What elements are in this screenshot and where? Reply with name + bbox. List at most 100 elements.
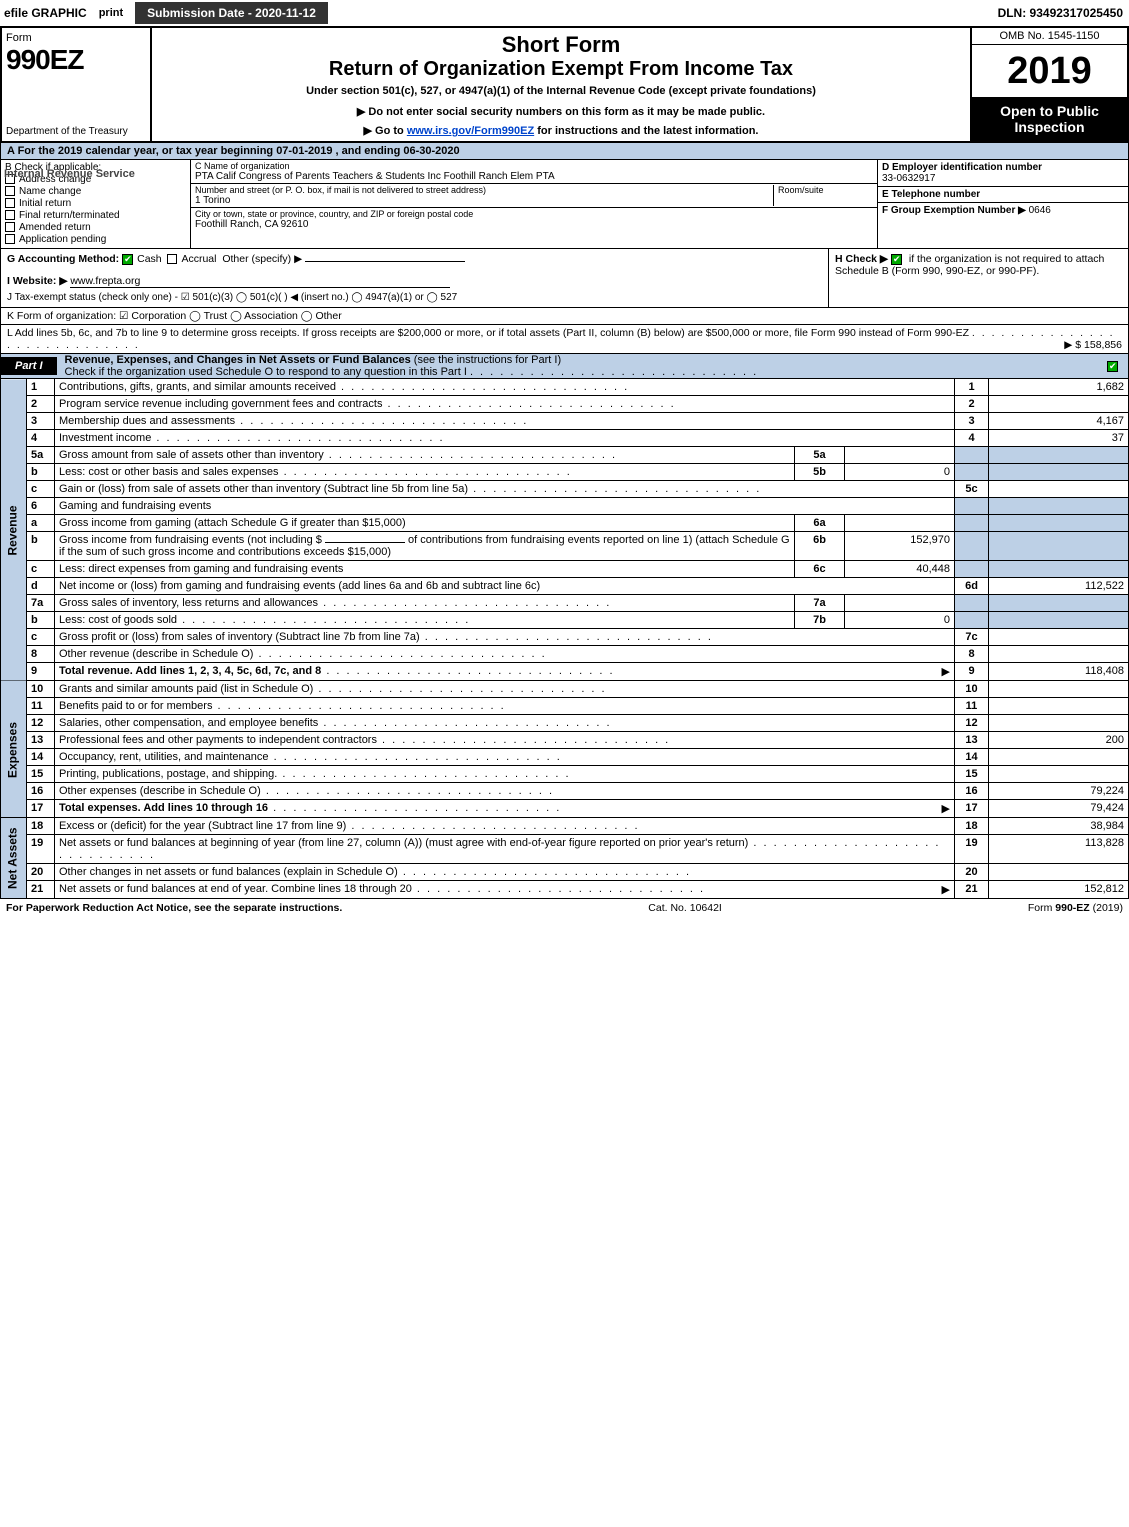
title-return: Return of Organization Exempt From Incom…: [160, 58, 962, 81]
line-5c: c Gain or (loss) from sale of assets oth…: [1, 481, 1129, 498]
line-7a: 7a Gross sales of inventory, less return…: [1, 595, 1129, 612]
dln-label: DLN: 93492317025450: [998, 6, 1129, 20]
goto-link[interactable]: www.irs.gov/Form990EZ: [407, 125, 534, 137]
g-pre: G Accounting Method:: [7, 253, 119, 265]
title-under: Under section 501(c), 527, or 4947(a)(1)…: [160, 85, 962, 97]
org-name: PTA Calif Congress of Parents Teachers &…: [195, 171, 873, 182]
group-label: F Group Exemption Number ▶: [882, 205, 1026, 216]
box-g: G Accounting Method: Cash Accrual Other …: [1, 249, 828, 307]
line-8: 8 Other revenue (describe in Schedule O)…: [1, 646, 1129, 663]
l-amount: ▶ $ 158,856: [1064, 339, 1122, 351]
group-value: 0646: [1029, 205, 1051, 216]
line-1: Revenue 1 Contributions, gifts, grants, …: [1, 379, 1129, 396]
header-center: Short Form Return of Organization Exempt…: [152, 28, 972, 141]
efile-label: efile GRAPHIC: [0, 6, 91, 20]
line-17: 17Total expenses. Add lines 10 through 1…: [1, 800, 1129, 818]
line-6: 6 Gaming and fundraising events: [1, 498, 1129, 515]
box-b: B Check if applicable: Address change Na…: [1, 160, 191, 248]
line-18: Net Assets 18Excess or (deficit) for the…: [1, 818, 1129, 835]
street-label: Number and street (or P. O. box, if mail…: [195, 185, 773, 195]
chk-amended-return[interactable]: Amended return: [5, 222, 186, 233]
print-link[interactable]: print: [91, 7, 131, 19]
g-other: Other (specify) ▶: [222, 253, 302, 265]
do-not-enter-note: ▶ Do not enter social security numbers o…: [160, 105, 962, 118]
part-paren: (see the instructions for Part I): [414, 354, 561, 366]
goto-post: for instructions and the latest informat…: [537, 125, 758, 137]
room-label: Room/suite: [778, 185, 873, 195]
side-revenue: Revenue: [1, 379, 27, 681]
omb-label: OMB No. 1545-1150: [972, 28, 1127, 45]
city-value: Foothill Ranch, CA 92610: [195, 219, 873, 230]
line-12: 12Salaries, other compensation, and empl…: [1, 715, 1129, 732]
dots: [470, 366, 758, 378]
line-6c: c Less: direct expenses from gaming and …: [1, 561, 1129, 578]
line-19: 19Net assets or fund balances at beginni…: [1, 835, 1129, 864]
tax-year: 2019: [972, 45, 1127, 97]
line-20: 20Other changes in net assets or fund ba…: [1, 864, 1129, 881]
checkbox-icon: [5, 222, 15, 232]
box-h: H Check ▶ if the organization is not req…: [828, 249, 1128, 307]
period-row: A For the 2019 calendar year, or tax yea…: [0, 143, 1129, 160]
box-b-header: B Check if applicable:: [5, 162, 186, 173]
footer-left: For Paperwork Reduction Act Notice, see …: [6, 902, 342, 914]
checkbox-checked-icon: [1107, 361, 1118, 372]
part-check-note: Check if the organization used Schedule …: [65, 366, 467, 378]
line-5b: b Less: cost or other basis and sales ex…: [1, 464, 1129, 481]
header-left: Form 990EZ Department of the Treasury: [2, 28, 152, 141]
chk-name-change[interactable]: Name change: [5, 186, 186, 197]
line-4: 4 Investment income 4 37: [1, 430, 1129, 447]
line-7b: b Less: cost of goods sold 7b 0: [1, 612, 1129, 629]
checkbox-icon: [5, 186, 15, 196]
part-i-header: Part I Revenue, Expenses, and Changes in…: [0, 354, 1129, 379]
line-6d: d Net income or (loss) from gaming and f…: [1, 578, 1129, 595]
h-pre: H Check ▶: [835, 253, 888, 265]
submission-date-badge: Submission Date - 2020-11-12: [135, 2, 328, 24]
line-6a: a Gross income from gaming (attach Sched…: [1, 515, 1129, 532]
box-c: C Name of organization PTA Calif Congres…: [191, 160, 878, 248]
line-15: 15Printing, publications, postage, and s…: [1, 766, 1129, 783]
line-13: 13Professional fees and other payments t…: [1, 732, 1129, 749]
l-text: L Add lines 5b, 6c, and 7b to line 9 to …: [7, 327, 969, 339]
box-k: K Form of organization: ☑ Corporation ◯ …: [0, 308, 1129, 325]
line-3: 3 Membership dues and assessments 3 4,16…: [1, 413, 1129, 430]
checkbox-checked-icon: [891, 254, 902, 265]
tel-label: E Telephone number: [882, 189, 1124, 200]
header-right: OMB No. 1545-1150 2019 Open to Public In…: [972, 28, 1127, 141]
top-bar: efile GRAPHIC print Submission Date - 20…: [0, 0, 1129, 28]
line-9: 9 Total revenue. Add lines 1, 2, 3, 4, 5…: [1, 663, 1129, 681]
checkbox-icon: [5, 210, 15, 220]
open-public-badge: Open to Public Inspection: [972, 97, 1127, 141]
side-expenses: Expenses: [1, 681, 27, 818]
underline: [305, 261, 465, 262]
line-5a: 5a Gross amount from sale of assets othe…: [1, 447, 1129, 464]
department-label: Department of the Treasury: [6, 86, 146, 137]
checkbox-icon: [5, 198, 15, 208]
footer-right: Form 990-EZ (2019): [1028, 902, 1123, 914]
checkbox-checked-icon: [122, 254, 133, 265]
box-j: J Tax-exempt status (check only one) - ☑…: [7, 292, 822, 303]
chk-final-return[interactable]: Final return/terminated: [5, 210, 186, 221]
line-11: 11Benefits paid to or for members11: [1, 698, 1129, 715]
chk-address-change[interactable]: Address change: [5, 174, 186, 185]
ein-value: 33-0632917: [882, 173, 1124, 184]
org-name-label: C Name of organization: [195, 161, 873, 171]
g-cash: Cash: [137, 253, 162, 265]
block-g-h: G Accounting Method: Cash Accrual Other …: [0, 249, 1129, 308]
ein-label: D Employer identification number: [882, 162, 1124, 173]
chk-initial-return[interactable]: Initial return: [5, 198, 186, 209]
city-label: City or town, state or province, country…: [195, 209, 873, 219]
street-value: 1 Torino: [195, 195, 773, 206]
website-link[interactable]: www.frepta.org: [70, 275, 450, 288]
goto-pre: ▶ Go to: [364, 125, 407, 137]
chk-application-pending[interactable]: Application pending: [5, 234, 186, 245]
checkbox-icon: [167, 254, 177, 264]
page-footer: For Paperwork Reduction Act Notice, see …: [0, 899, 1129, 917]
line-21: 21Net assets or fund balances at end of …: [1, 881, 1129, 899]
info-block: B Check if applicable: Address change Na…: [0, 160, 1129, 249]
box-d: D Employer identification number 33-0632…: [878, 160, 1128, 248]
line-6b: b Gross income from fundraising events (…: [1, 532, 1129, 561]
line-10: Expenses 10 Grants and similar amounts p…: [1, 681, 1129, 698]
box-l: L Add lines 5b, 6c, and 7b to line 9 to …: [0, 325, 1129, 354]
form-number: 990EZ: [6, 44, 146, 76]
form-word: Form: [6, 32, 146, 44]
